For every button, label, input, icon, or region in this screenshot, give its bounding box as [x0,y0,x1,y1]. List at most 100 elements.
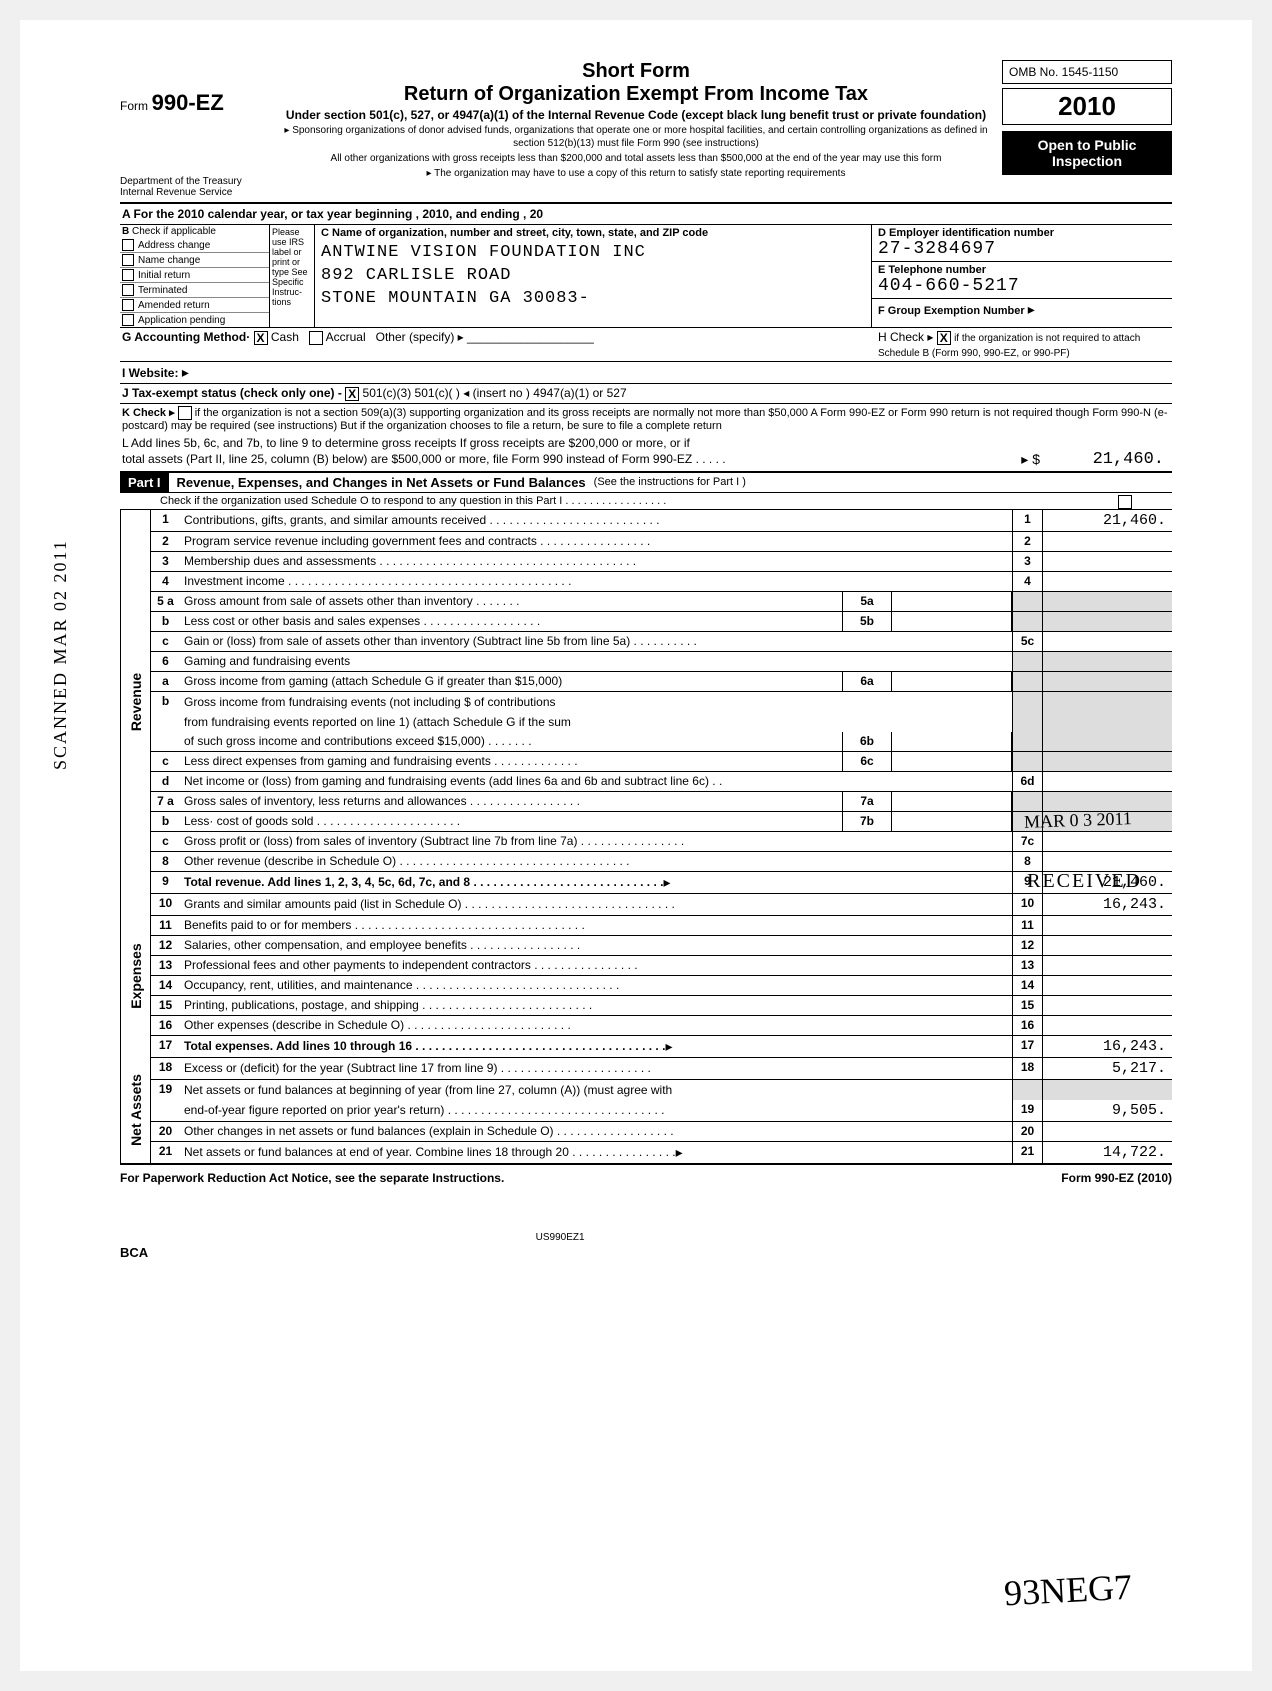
line-8-desc: Other revenue (describe in Schedule O) .… [184,854,630,868]
expenses-label: Expenses [128,943,144,1008]
line-7b-desc: Less· cost of goods sold . . . . . . . .… [184,814,460,828]
line-6d-rn: 6d [1012,772,1042,791]
line-17-desc: Total expenses. Add lines 10 through 16 … [184,1039,665,1053]
line-6b1-desc: Gross income from fundraising events (no… [184,695,556,709]
chk-label: Application pending [138,315,225,326]
line-7a: 7 aGross sales of inventory, less return… [150,792,1172,812]
line-11: 11Benefits paid to or for members . . . … [150,916,1172,936]
form-header: Form 990-EZ Department of the Treasury I… [120,60,1172,204]
footer-right: Form 990-EZ (2010) [1061,1171,1172,1185]
header-center: Short Form Return of Organization Exempt… [270,60,1002,198]
bca-label: BCA [120,1245,148,1260]
h-rest-cont [872,362,1172,383]
line-k: K Check ▸ if the organization is not a s… [120,404,1172,434]
line-17: 17Total expenses. Add lines 10 through 1… [150,1036,1172,1058]
g-cash-checkbox[interactable]: X [254,331,268,345]
col-def: D Employer identification number 27-3284… [872,225,1172,327]
line-10: 10Grants and similar amounts paid (list … [150,894,1172,916]
h-checkbox[interactable]: X [937,331,951,345]
g-accounting: G Accounting Method· X Cash Accrual Othe… [120,328,872,361]
line-9-desc: Total revenue. Add lines 1, 2, 3, 4, 5c,… [184,875,663,889]
line-5a-box: 5a [842,592,892,611]
l-text1: L Add lines 5b, 6c, and 7b, to line 9 to… [122,436,1170,450]
g-accrual: Accrual [326,330,366,344]
h-check: H Check ▸ X if the organization is not r… [872,328,1172,361]
line-6-desc: Gaming and fundraising events [184,654,350,668]
header-right: OMB No. 1545-1150 2010 Open to Public In… [1002,60,1172,198]
revenue-label: Revenue [128,673,144,731]
chk-address-change[interactable]: Address change [120,238,269,253]
netassets-label-col: Net Assets [120,1058,150,1163]
line-7a-box: 7a [842,792,892,811]
note3: ▸ The organization may have to use a cop… [280,167,992,180]
line-21-arrow: ▸ [676,1144,683,1161]
line-18-desc: Excess or (deficit) for the year (Subtra… [184,1061,651,1075]
chk-label: Terminated [138,285,187,296]
line-19: end-of-year figure reported on prior yea… [150,1100,1172,1122]
line-16-desc: Other expenses (describe in Schedule O) … [184,1018,571,1032]
dept-irs: Internal Revenue Service [120,187,270,198]
part-i-sub: (See the instructions for Part I ) [586,476,746,488]
revenue-section: Revenue 1Contributions, gifts, grants, a… [120,510,1172,894]
line-6b-box: 6b [842,732,892,751]
form-label: Form [120,99,148,113]
line-14: 14Occupancy, rent, utilities, and mainte… [150,976,1172,996]
line-5b-desc: Less cost or other basis and sales expen… [184,614,540,628]
g-cash: Cash [271,330,299,344]
received-stamp: RECEIVED [1027,870,1142,893]
b-label: B [122,226,129,237]
chk-name-change[interactable]: Name change [120,253,269,268]
chk-initial-return[interactable]: Initial return [120,268,269,283]
chk-amended[interactable]: Amended return [120,298,269,313]
j-label: J Tax-exempt status (check only one) - [122,386,342,400]
line-13-desc: Professional fees and other payments to … [184,958,638,972]
line-21-desc: Net assets or fund balances at end of ye… [184,1145,676,1159]
e-label: E Telephone number [878,264,1166,276]
k-checkbox[interactable] [178,406,192,420]
form-page: SCANNED MAR 02 2011 Form 990-EZ Departme… [20,20,1252,1671]
h-text: H Check ▸ [878,330,933,344]
line-8: 8Other revenue (describe in Schedule O) … [150,852,1172,872]
line-6c-box: 6c [842,752,892,771]
chk-pending[interactable]: Application pending [120,313,269,327]
line-6b3-desc: of such gross income and contributions e… [184,734,532,748]
netassets-section: Net Assets 18Excess or (deficit) for the… [120,1058,1172,1165]
line-j: J Tax-exempt status (check only one) - X… [120,384,1172,404]
g-accrual-checkbox[interactable] [309,331,323,345]
dept-treasury: Department of the Treasury [120,176,270,187]
received-text: RECEIVED [1027,870,1142,893]
line-6a-desc: Gross income from gaming (attach Schedul… [184,674,562,688]
k-text: if the organization is not a section 509… [122,407,1168,432]
title-short-form: Short Form [280,60,992,83]
line-1-val: 21,460. [1042,510,1172,531]
org-addr1: 892 CARLISLE ROAD [321,266,865,285]
line-6c-desc: Less direct expenses from gaming and fun… [184,754,578,768]
ein-value: 27-3284697 [878,239,1166,259]
line-6b2: from fundraising events reported on line… [150,712,1172,732]
part-i-check: Check if the organization used Schedule … [120,493,1172,510]
line-9-arrow: ▸ [663,874,670,891]
note1: ▸ Sponsoring organizations of donor advi… [280,124,992,150]
line-18-val: 5,217. [1042,1058,1172,1079]
line-6a: aGross income from gaming (attach Schedu… [150,672,1172,692]
line-15-desc: Printing, publications, postage, and shi… [184,998,592,1012]
line-12-desc: Salaries, other compensation, and employ… [184,938,580,952]
line-10-desc: Grants and similar amounts paid (list in… [184,897,675,911]
i-label: I Website: [122,366,178,380]
j-opts: 501(c)(3) 501(c)( ) ◂ (insert no ) 4947(… [363,386,627,400]
line-7c-desc: Gross profit or (loss) from sales of inv… [184,834,684,848]
chk-label: Amended return [138,300,210,311]
part-i-checkbox[interactable] [1118,495,1132,509]
part-i-title: Revenue, Expenses, and Changes in Net As… [169,475,586,490]
chk-terminated[interactable]: Terminated [120,283,269,298]
d-label: D Employer identification number [878,227,1166,239]
line-21: 21Net assets or fund balances at end of … [150,1142,1172,1163]
line-5a-desc: Gross amount from sale of assets other t… [184,594,519,608]
footer: For Paperwork Reduction Act Notice, see … [120,1171,1172,1185]
col-c: C Name of organization, number and stree… [315,225,872,327]
j-501c3-checkbox[interactable]: X [345,387,359,401]
line-18: 18Excess or (deficit) for the year (Subt… [150,1058,1172,1080]
f-label: F Group Exemption Number [878,305,1025,317]
i-website: I Website: ▸ [120,362,872,383]
note1-text: Sponsoring organizations of donor advise… [292,125,987,149]
